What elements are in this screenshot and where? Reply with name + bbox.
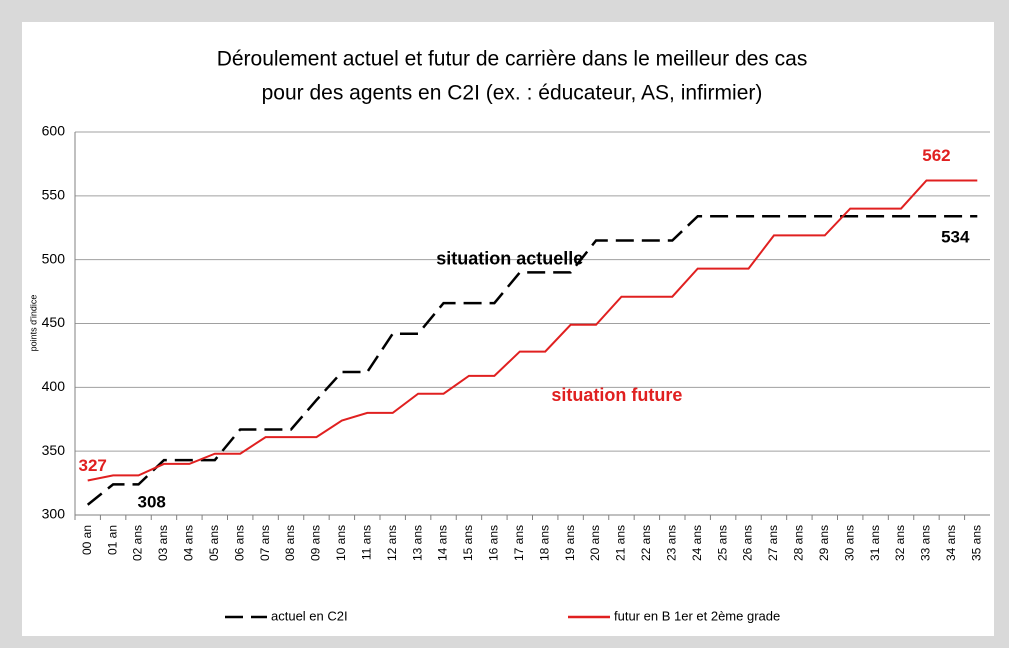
x-tick-label: 23 ans [664,525,678,561]
x-tick-label: 10 ans [334,525,348,561]
x-tick-label: 13 ans [410,525,424,561]
x-tick-label: 30 ans [842,525,856,561]
x-tick-label: 08 ans [283,525,297,561]
x-tick-label: 16 ans [487,525,501,561]
data-label: 534 [941,228,970,247]
x-tick-label: 03 ans [156,525,170,561]
y-tick-label: 300 [42,506,66,522]
x-tick-label: 24 ans [690,525,704,561]
x-tick-label: 31 ans [868,525,882,561]
x-tick-label: 01 an [105,525,119,555]
x-tick-label: 25 ans [715,525,729,561]
x-tick-label: 22 ans [639,525,653,561]
x-tick-label: 26 ans [741,525,755,561]
x-tick-label: 11 ans [359,525,373,560]
data-label: 327 [79,456,107,475]
x-tick-label: 20 ans [588,525,602,561]
chart-title: Déroulement actuel et futur de carrière … [217,48,808,71]
y-axis-label: points d'indice [28,295,38,352]
series-line [86,215,978,506]
legend-label: futur en B 1er et 2ème grade [614,608,780,623]
x-tick-label: 34 ans [944,525,958,561]
annotation: situation future [551,385,682,405]
y-tick-label: 450 [42,314,66,330]
x-tick-label: 28 ans [792,525,806,561]
x-tick-label: 29 ans [817,525,831,561]
y-tick-label: 550 [42,187,66,203]
x-tick-label: 09 ans [309,525,323,561]
data-label: 308 [138,492,166,511]
x-tick-label: 06 ans [232,525,246,561]
x-tick-label: 02 ans [131,525,145,561]
x-tick-label: 14 ans [436,525,450,561]
annotation: situation actuelle [436,248,583,268]
legend-label: actuel en C2I [271,608,348,623]
x-tick-label: 17 ans [512,525,526,561]
x-tick-label: 32 ans [893,525,907,561]
x-tick-label: 35 ans [969,525,983,561]
x-tick-label: 00 an [80,525,94,555]
series-line [87,179,978,482]
x-tick-label: 07 ans [258,525,272,561]
x-tick-label: 19 ans [563,525,577,561]
x-tick-label: 04 ans [182,525,196,561]
data-label: 562 [922,146,950,165]
x-tick-label: 12 ans [385,525,399,561]
x-tick-label: 05 ans [207,525,221,561]
y-tick-label: 500 [42,250,66,266]
x-tick-label: 21 ans [614,525,628,561]
panel [22,22,994,636]
y-tick-label: 400 [42,378,66,394]
x-tick-label: 15 ans [461,525,475,561]
y-tick-label: 350 [42,442,66,458]
y-tick-label: 600 [42,123,66,139]
chart-title: pour des agents en C2I (ex. : éducateur,… [262,82,763,105]
x-tick-label: 18 ans [537,525,551,561]
x-tick-label: 33 ans [919,525,933,561]
x-tick-label: 27 ans [766,525,780,561]
